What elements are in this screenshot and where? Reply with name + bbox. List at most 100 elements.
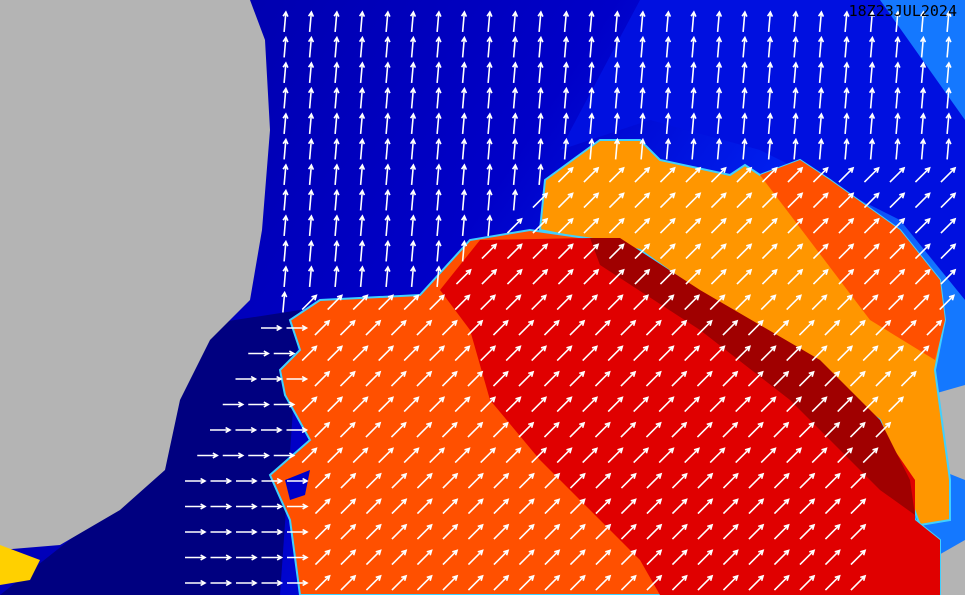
wave-arrow bbox=[710, 192, 727, 209]
wave-arrow bbox=[557, 268, 574, 285]
wave-arrow bbox=[684, 294, 701, 311]
wave-arrow bbox=[817, 61, 825, 84]
wave-arrow bbox=[690, 112, 697, 135]
wave-arrow bbox=[697, 498, 714, 515]
wave-arrow bbox=[352, 345, 369, 362]
wave-arrow bbox=[811, 396, 828, 413]
wave-arrow bbox=[429, 447, 446, 464]
wave-arrow bbox=[645, 319, 662, 336]
wave-arrow bbox=[773, 472, 790, 489]
wave-arrow bbox=[894, 61, 901, 84]
wave-arrow bbox=[766, 112, 774, 135]
wave-arrow bbox=[894, 86, 901, 109]
wave-arrow bbox=[875, 319, 892, 336]
wave-arrow bbox=[460, 86, 468, 109]
wave-arrow bbox=[537, 86, 544, 109]
wave-arrow bbox=[824, 549, 841, 566]
wave-arrow bbox=[913, 294, 930, 311]
wave-arrow bbox=[583, 268, 600, 285]
wave-arrow bbox=[696, 421, 713, 438]
wave-arrow bbox=[671, 472, 688, 489]
wave-arrow bbox=[314, 370, 331, 387]
wave-arrow bbox=[843, 137, 850, 160]
wave-arrow bbox=[583, 243, 600, 260]
red-zone bbox=[440, 238, 940, 595]
wave-arrow bbox=[358, 137, 366, 160]
wave-arrow bbox=[492, 370, 509, 387]
wave-arrow bbox=[282, 86, 289, 109]
wave-arrow bbox=[557, 166, 574, 183]
wave-arrow bbox=[511, 10, 519, 33]
wave-arrow bbox=[562, 112, 570, 135]
wave-arrow bbox=[787, 192, 804, 209]
wave-arrow bbox=[518, 421, 535, 438]
wave-arrow bbox=[709, 396, 726, 413]
wave-arrow bbox=[454, 447, 471, 464]
wave-arrow bbox=[760, 447, 777, 464]
wave-arrow bbox=[837, 447, 854, 464]
wave-arrow bbox=[588, 137, 595, 160]
wave-arrow bbox=[235, 375, 258, 383]
wave-arrow bbox=[562, 10, 570, 33]
wave-arrow bbox=[741, 61, 748, 84]
wave-arrow bbox=[945, 61, 952, 84]
wave-arrow bbox=[633, 294, 650, 311]
wave-arrow bbox=[569, 498, 586, 515]
wave-arrow bbox=[659, 166, 676, 183]
wave-arrow bbox=[900, 370, 917, 387]
wave-arrow bbox=[460, 10, 468, 33]
wave-arrow bbox=[506, 217, 523, 234]
wave-arrow bbox=[838, 166, 855, 183]
wave-arrow bbox=[236, 579, 258, 587]
wave-arrow bbox=[722, 370, 739, 387]
wave-arrow bbox=[582, 345, 599, 362]
wave-arrow bbox=[633, 447, 650, 464]
wave-arrow bbox=[639, 35, 646, 58]
wave-arrow bbox=[339, 370, 356, 387]
wave-arrow bbox=[824, 523, 841, 540]
wave-arrow bbox=[544, 574, 561, 591]
wave-arrow bbox=[722, 498, 739, 515]
wave-arrow bbox=[940, 217, 957, 234]
wave-arrow bbox=[286, 324, 309, 332]
wave-arrow bbox=[511, 163, 519, 186]
wave-arrow bbox=[940, 268, 957, 285]
wave-arrow bbox=[613, 137, 621, 160]
wave-arrow bbox=[273, 350, 296, 357]
wave-arrow bbox=[365, 319, 382, 336]
wave-arrow bbox=[236, 503, 258, 510]
wave-arrow bbox=[384, 239, 391, 262]
wave-arrow bbox=[307, 188, 315, 211]
wave-arrow bbox=[480, 294, 497, 311]
wave-arrow bbox=[773, 523, 790, 540]
wave-arrow bbox=[658, 345, 675, 362]
wave-arrow bbox=[455, 268, 472, 285]
wave-arrow bbox=[333, 61, 340, 84]
wave-arrow bbox=[384, 214, 391, 237]
wave-arrow bbox=[460, 214, 468, 237]
wave-arrow bbox=[352, 294, 369, 311]
wave-arrow bbox=[736, 217, 753, 234]
wave-arrow bbox=[210, 503, 233, 510]
wave-arrow bbox=[620, 549, 637, 566]
wave-arrow bbox=[735, 345, 752, 362]
wave-arrow bbox=[307, 86, 315, 109]
wave-arrow bbox=[185, 528, 207, 536]
wave-arrow bbox=[314, 472, 331, 489]
wave-arrow bbox=[569, 370, 586, 387]
ocean-light-zone bbox=[880, 0, 965, 120]
wave-arrow bbox=[583, 192, 600, 209]
wave-arrow bbox=[722, 421, 739, 438]
wave-arrow bbox=[384, 61, 391, 84]
wave-arrow bbox=[210, 528, 233, 536]
wave-arrow bbox=[659, 192, 676, 209]
wave-arrow bbox=[282, 239, 289, 262]
wave-arrow bbox=[282, 61, 289, 84]
wave-arrow bbox=[773, 370, 790, 387]
wave-arrow bbox=[634, 243, 651, 260]
wave-arrow bbox=[862, 294, 879, 311]
wave-arrow bbox=[735, 396, 752, 413]
dark-red-zone bbox=[590, 238, 915, 515]
wave-arrow bbox=[358, 163, 366, 186]
